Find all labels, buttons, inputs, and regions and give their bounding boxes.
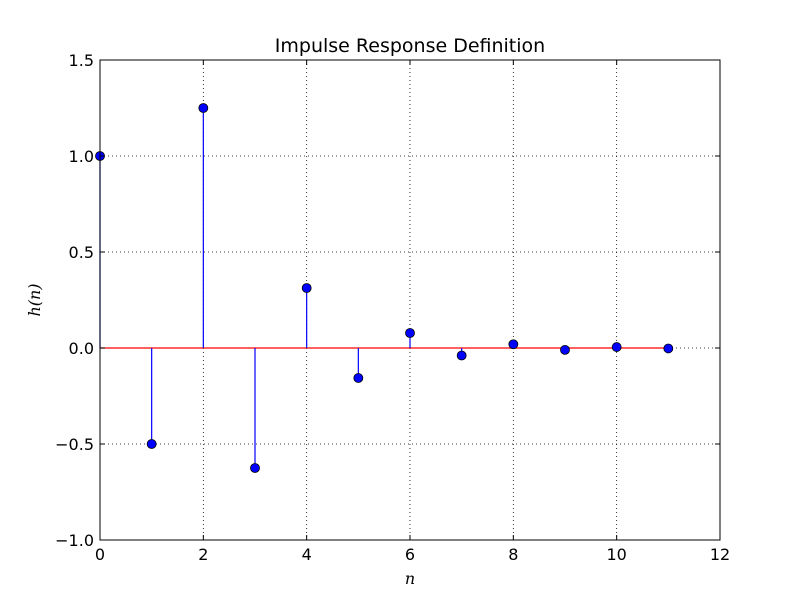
- stem-marker: [611, 342, 622, 352]
- chart-title: Impulse Response Definition: [275, 35, 545, 57]
- stem-marker: [560, 344, 570, 355]
- stem-marker: [508, 339, 519, 350]
- y-axis-label: h(n): [25, 283, 44, 316]
- stem-marker: [353, 373, 364, 383]
- x-tick-label: 2: [198, 545, 208, 564]
- stem-marker: [301, 283, 312, 293]
- x-tick-label: 4: [302, 545, 312, 564]
- stem-marker: [146, 439, 157, 449]
- axis-ticks: 0 2 4 6 8 10 12 −1.0 −0.5 0.0 0.5 1.0 1.5: [55, 51, 730, 564]
- stem-marker: [250, 463, 260, 473]
- grid-lines: [99, 59, 721, 541]
- x-tick-label: 12: [710, 545, 730, 564]
- y-tick-label: 1.5: [69, 51, 94, 70]
- stem-marker: [663, 343, 674, 354]
- stem-marker: [405, 328, 415, 338]
- stem-marker: [198, 103, 209, 113]
- x-tick-label: 10: [606, 545, 626, 564]
- stem-series: [95, 103, 674, 473]
- y-tick-label: −0.5: [55, 435, 94, 454]
- x-tick-label: 6: [405, 545, 415, 564]
- y-tick-label: 0.0: [69, 339, 94, 358]
- x-tick-label: 8: [508, 545, 518, 564]
- y-tick-label: 1.0: [69, 147, 94, 166]
- x-axis-label: n: [405, 569, 415, 588]
- x-tick-label: 0: [95, 545, 105, 564]
- y-tick-label: 0.5: [69, 243, 94, 262]
- y-tick-label: −1.0: [55, 531, 94, 550]
- stem-marker: [456, 350, 467, 361]
